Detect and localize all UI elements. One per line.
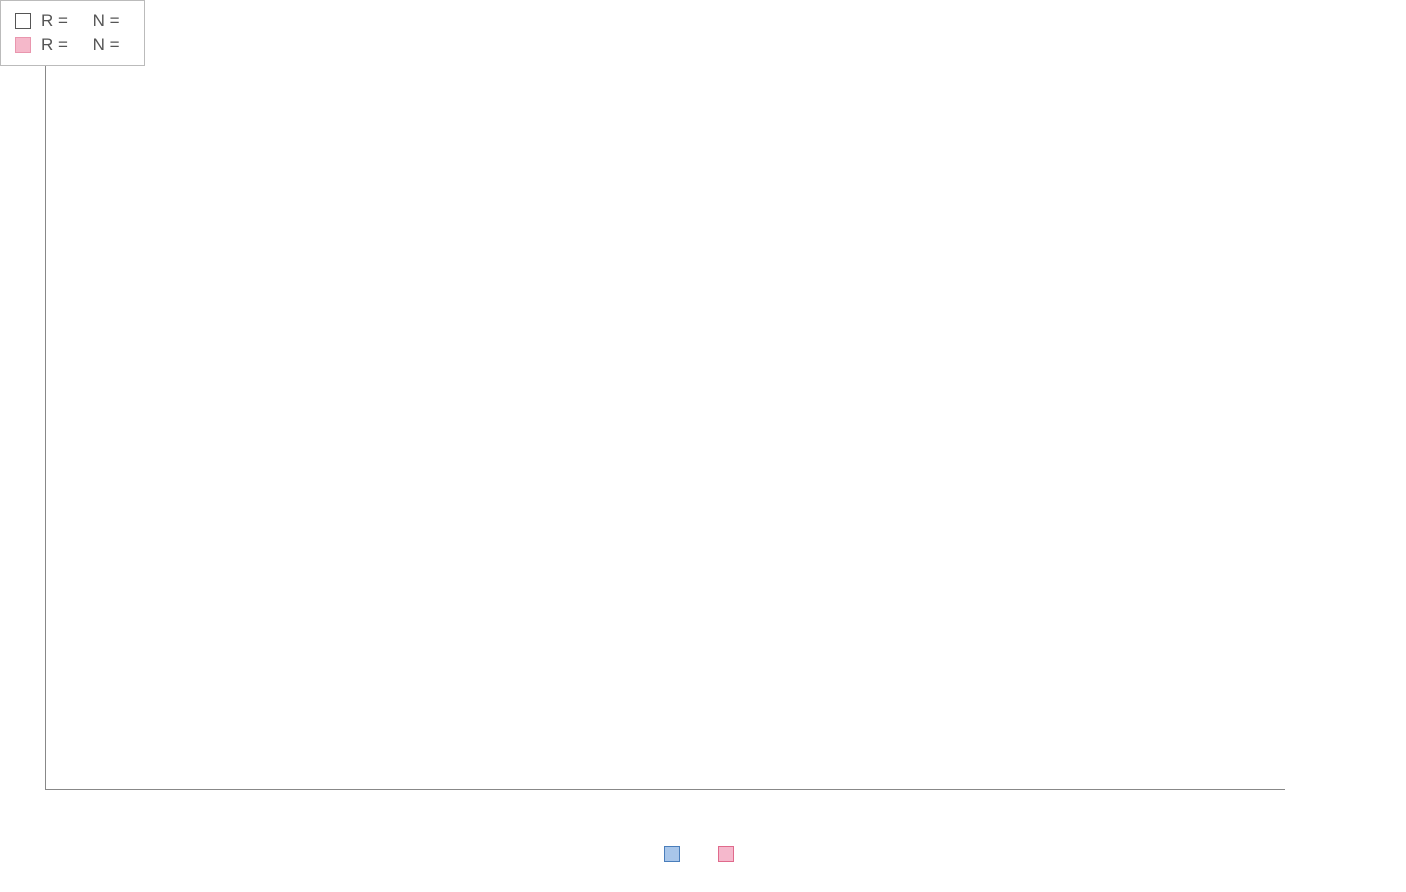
stat-row-series-0: R = N = — [15, 9, 130, 33]
stat-n-label: N = — [88, 35, 120, 55]
plot-area — [45, 50, 1285, 790]
legend-square-0 — [664, 846, 680, 862]
legend-square-1 — [718, 846, 734, 862]
stat-r-label: R = — [41, 35, 68, 55]
bottom-legend — [664, 846, 742, 862]
stat-r-label: R = — [41, 11, 68, 31]
scatter-svg — [46, 50, 1285, 789]
legend-item-1 — [718, 846, 742, 862]
stat-row-series-1: R = N = — [15, 33, 130, 57]
legend-item-0 — [664, 846, 688, 862]
legend-square-series-1 — [15, 37, 31, 53]
legend-square-series-0 — [15, 13, 31, 29]
correlation-legend-box: R = N = R = N = — [0, 0, 145, 66]
stat-n-label: N = — [88, 11, 120, 31]
